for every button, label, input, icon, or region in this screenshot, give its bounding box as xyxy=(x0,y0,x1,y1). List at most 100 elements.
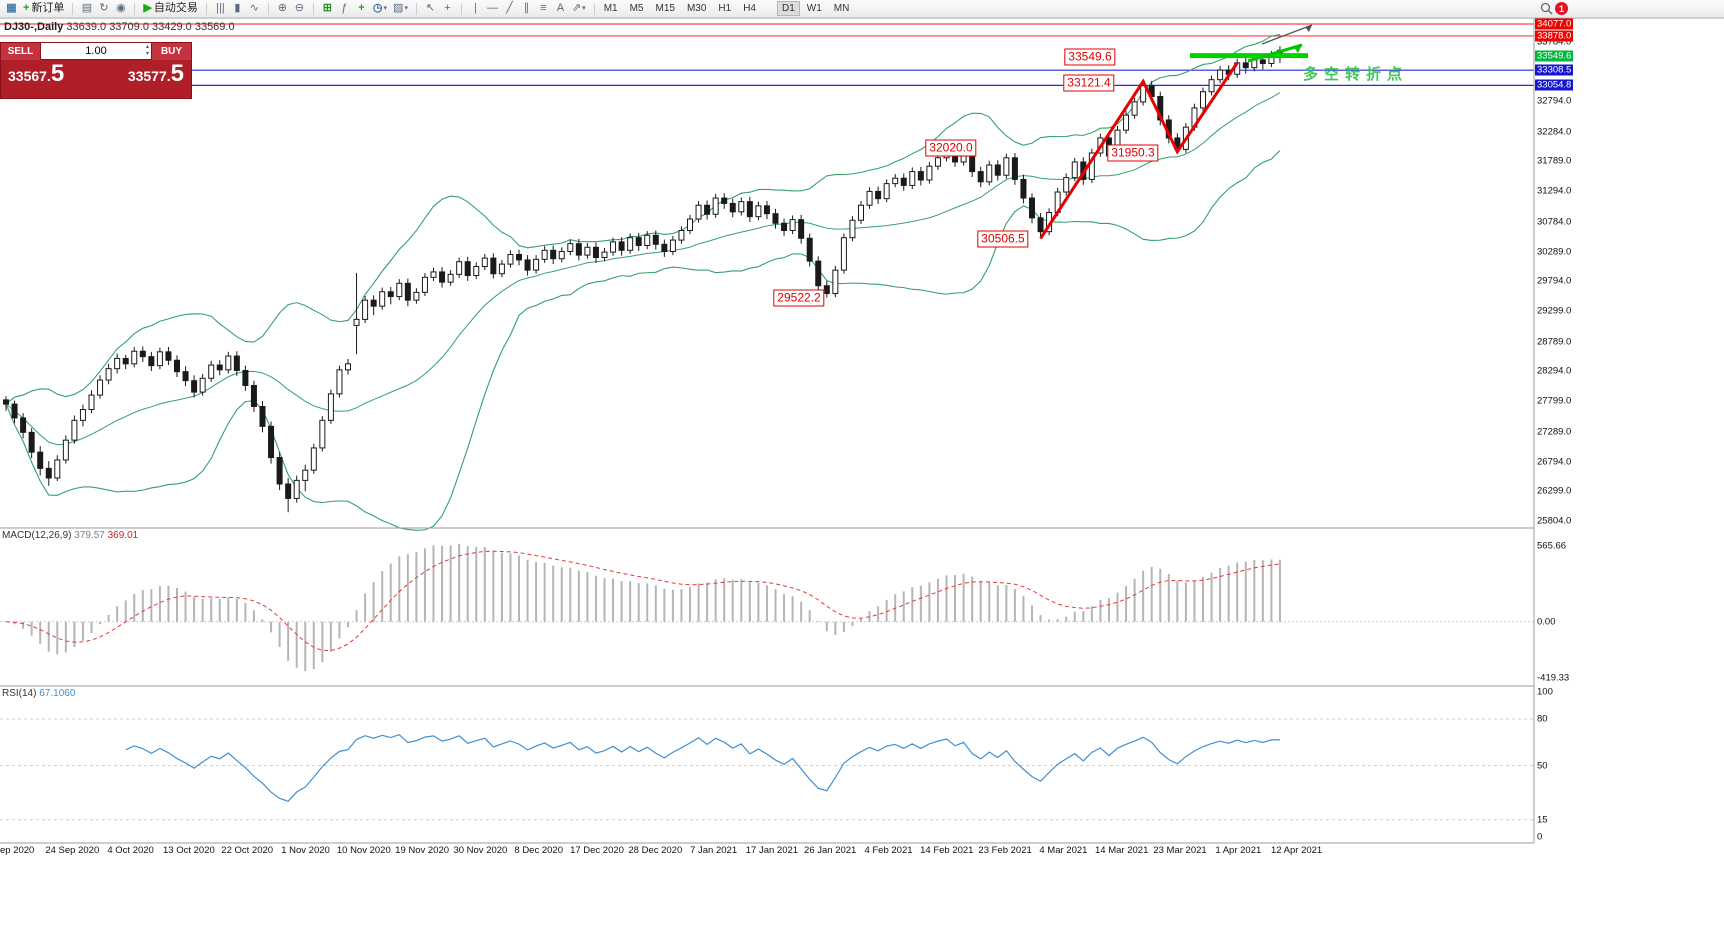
price-axis-tick: 30784.0 xyxy=(1537,216,1572,228)
time-axis-label: 22 Oct 2020 xyxy=(221,845,274,856)
toolbar-separator xyxy=(267,2,269,15)
price-axis-tick: 32284.0 xyxy=(1537,126,1572,138)
timeframe-h1[interactable]: H1 xyxy=(718,3,732,14)
fibonacci-icon[interactable]: ≡ xyxy=(540,2,547,14)
time-axis-label: 1 Apr 2021 xyxy=(1215,845,1262,856)
price-axis-tick: 32794.0 xyxy=(1537,95,1572,107)
sell-price-digits: 33567. xyxy=(8,68,51,84)
sell-button[interactable]: SELL xyxy=(1,43,41,60)
crosshair-icon[interactable]: + xyxy=(444,2,451,14)
time-axis-label: 14 Mar 2021 xyxy=(1095,845,1149,856)
sell-price: 33567.5 xyxy=(8,62,64,86)
macd-axis-label: 0.00 xyxy=(1537,616,1556,628)
macd-axis-label: -419.33 xyxy=(1537,672,1570,684)
new-order-button[interactable]: + 新订单 xyxy=(23,2,65,14)
notification-badge[interactable]: 1 xyxy=(1555,2,1568,15)
bar-chart-icon[interactable]: ||| xyxy=(216,2,225,14)
alerts-icon[interactable]: ◉ xyxy=(116,2,126,14)
time-axis-label: 8 Dec 2020 xyxy=(514,845,563,856)
toolbar-separator xyxy=(205,2,207,15)
price-axis-tick: 28789.0 xyxy=(1537,336,1572,348)
rsi-axis-label: 80 xyxy=(1537,713,1548,725)
volume-field[interactable]: 1.00 ▴ ▾ xyxy=(41,43,151,60)
templates-icon[interactable]: ▨ ▾ xyxy=(393,2,408,14)
candlestick-chart-icon[interactable]: ▮ xyxy=(234,2,241,14)
line-chart-icon[interactable]: ∿ xyxy=(249,2,260,14)
timeframe-m5[interactable]: M5 xyxy=(629,3,644,14)
zoom-out-icon[interactable]: ⊖ xyxy=(294,2,305,14)
price-annotation[interactable]: 31950.3 xyxy=(1107,144,1159,162)
autotrading-button[interactable]: ▶ 自动交易 xyxy=(143,2,198,14)
cursor-icon[interactable]: ↖ xyxy=(425,2,436,14)
macd-value-signal: 369.01 xyxy=(107,530,139,541)
symbol-period: DJ30-,Daily xyxy=(4,21,64,33)
time-axis-label: 10 Nov 2020 xyxy=(336,845,391,856)
buy-price: 33577.5 xyxy=(127,60,184,87)
price-axis-tick: 29299.0 xyxy=(1537,305,1572,317)
buy-price-big-digit: 5 xyxy=(170,60,184,87)
price-annotation[interactable]: 32020.0 xyxy=(925,139,977,157)
profiles-icon[interactable]: ▤ xyxy=(81,2,93,14)
indicators-icon[interactable]: ƒ xyxy=(341,2,348,14)
time-axis-label: 4 Oct 2020 xyxy=(107,845,154,856)
price-annotation[interactable]: 33121.4 xyxy=(1063,74,1115,92)
buy-price-digits: 33577. xyxy=(127,68,171,84)
tile-windows-icon[interactable]: ⊞ xyxy=(322,2,333,14)
price-axis-level-blue: 33308.5 xyxy=(1535,64,1574,76)
time-axis-label: Sep 2020 xyxy=(0,845,35,856)
timeframe-m15[interactable]: M15 xyxy=(655,3,675,14)
rsi-axis-label: 100 xyxy=(1537,686,1553,698)
toolbar-separator xyxy=(415,2,417,15)
zoom-in-icon[interactable]: ⊕ xyxy=(277,2,288,14)
rsi-axis-label: 50 xyxy=(1537,760,1548,771)
time-axis-label: 17 Jan 2021 xyxy=(745,845,799,856)
price-annotation[interactable]: 30506.5 xyxy=(977,230,1029,248)
timeframe-buttons: M1 M5 M15 M30 H1 H4 D1 W1 MN xyxy=(599,1,855,16)
channel-icon[interactable]: ∥ xyxy=(523,2,530,14)
bid-ask-prices: 33567.5 33577.5 xyxy=(1,60,191,90)
volume-spinner[interactable]: ▴ ▾ xyxy=(146,44,149,58)
price-axis-tick: 29794.0 xyxy=(1537,275,1572,287)
price-annotation[interactable]: 33549.6 xyxy=(1064,48,1116,66)
time-axis-label: 19 Nov 2020 xyxy=(395,845,450,856)
toolbar-icons: ▦ + 新订单 ▤ ↻ ◉ ▶ 自动交易 ||| ▮ ∿ ⊕ ⊖ ⊞ ƒ + ◷ ▾ ▨ ▾ ↖ + | — ╱ ∥ ≡ A ⇗ ▾ xyxy=(4,1,599,16)
horizontal-line-icon[interactable]: — xyxy=(486,2,498,14)
buy-button[interactable]: BUY xyxy=(151,43,191,60)
timeframe-m1[interactable]: M1 xyxy=(603,3,618,14)
price-axis-level-green: 33549.6 xyxy=(1535,50,1574,62)
macd-axis-label: 565.66 xyxy=(1537,540,1567,552)
toolbar-separator xyxy=(72,2,74,15)
timeframe-d1[interactable]: D1 xyxy=(777,1,800,16)
price-axis-level-blue: 33054.8 xyxy=(1535,79,1574,91)
macd-value-main: 379.57 xyxy=(74,530,105,541)
periods-icon[interactable]: ◷ ▾ xyxy=(372,2,388,14)
timeframe-h4[interactable]: H4 xyxy=(743,3,756,14)
rsi-name: RSI(14) xyxy=(2,688,37,699)
timeframe-mn[interactable]: MN xyxy=(833,3,850,14)
price-axis-tick: 27289.0 xyxy=(1537,426,1572,438)
new-chart-icon[interactable]: ▦ xyxy=(6,2,17,14)
rsi-axis-label: 0 xyxy=(1537,831,1543,843)
timeframe-m30[interactable]: M30 xyxy=(686,3,707,14)
arrows-icon[interactable]: ⇗ ▾ xyxy=(571,2,586,14)
ohlc-values: 33639.0 33709.0 33429.0 33569.0 xyxy=(66,21,235,33)
add-indicator-icon[interactable]: + xyxy=(358,2,365,14)
rsi-label: RSI(14) 67.1060 xyxy=(2,688,75,699)
search-icon[interactable] xyxy=(1538,1,1555,16)
spinner-up-icon[interactable]: ▴ xyxy=(145,44,149,50)
price-annotation[interactable]: 29522.2 xyxy=(773,289,825,307)
time-axis-label: 30 Nov 2020 xyxy=(453,845,508,856)
price-axis-level-red: 34077.0 xyxy=(1535,18,1574,30)
turning-point-note[interactable]: 多空转折点 xyxy=(1303,66,1409,83)
trendline-icon[interactable]: ╱ xyxy=(506,2,513,14)
spinner-down-icon[interactable]: ▾ xyxy=(145,51,149,57)
price-axis-tick: 26299.0 xyxy=(1537,485,1572,497)
chart-title: DJ30-,Daily 33639.0 33709.0 33429.0 3356… xyxy=(4,21,235,33)
vertical-line-icon[interactable]: | xyxy=(474,2,477,14)
text-icon[interactable]: A xyxy=(556,2,565,14)
time-axis-label: 1 Nov 2020 xyxy=(281,845,330,856)
timeframe-w1[interactable]: W1 xyxy=(806,3,822,14)
refresh-icon[interactable]: ↻ xyxy=(99,2,109,14)
time-axis-label: 17 Dec 2020 xyxy=(570,845,624,856)
